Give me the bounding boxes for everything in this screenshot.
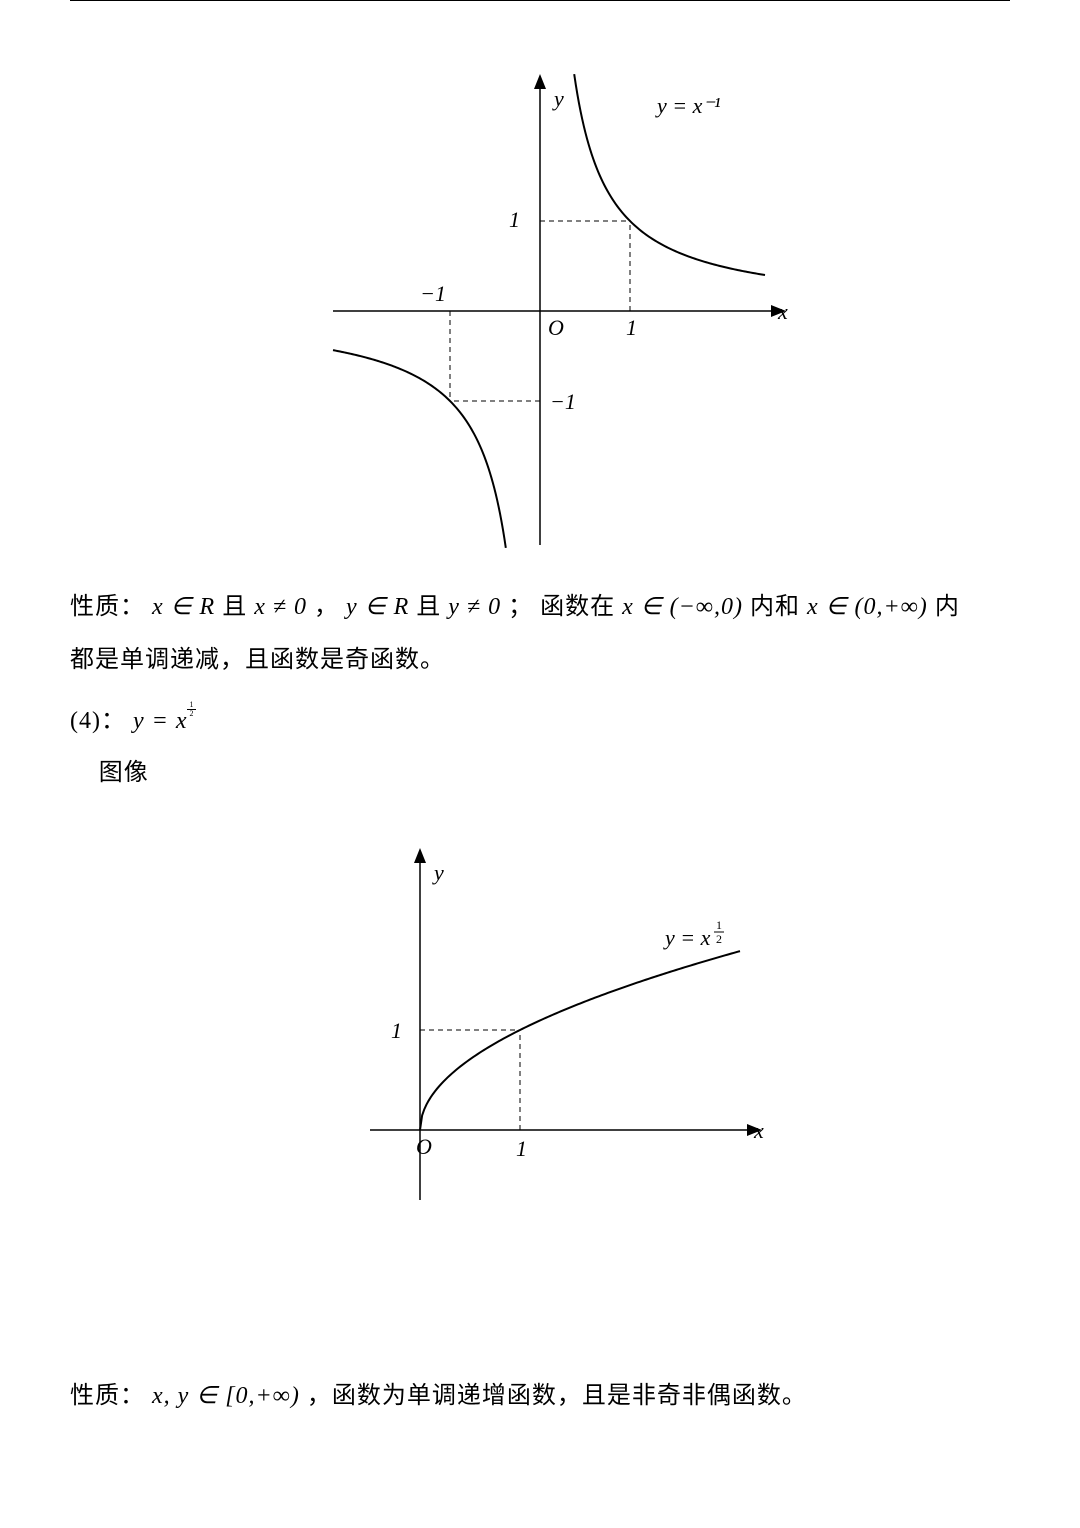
math-int-neg: x ∈ (−∞,0) bbox=[622, 594, 743, 620]
label: 性质： bbox=[70, 594, 145, 620]
math-x-ne-0: x ≠ 0 bbox=[254, 594, 307, 620]
svg-text:1: 1 bbox=[391, 1018, 402, 1043]
txt: 内和 bbox=[750, 594, 800, 620]
svg-text:O: O bbox=[548, 315, 564, 340]
svg-text:−1: −1 bbox=[420, 281, 446, 306]
math-y-in-R: y ∈ R bbox=[346, 594, 409, 620]
svg-text:1: 1 bbox=[509, 207, 520, 232]
txt: ，函数为单调递增函数，且是非奇非偶函数。 bbox=[307, 1383, 807, 1409]
txt: ， bbox=[314, 594, 339, 620]
math-x-in-R: x ∈ R bbox=[152, 594, 215, 620]
gap bbox=[70, 1250, 1010, 1370]
svg-text:x: x bbox=[777, 299, 788, 324]
property1-line2: 都是单调递减，且函数是奇函数。 bbox=[70, 634, 1010, 687]
txt: 且 bbox=[222, 594, 247, 620]
svg-text:O: O bbox=[416, 1134, 432, 1159]
svg-text:x: x bbox=[753, 1118, 764, 1143]
svg-text:y = x⁻¹: y = x⁻¹ bbox=[655, 93, 721, 118]
svg-text:−1: −1 bbox=[550, 389, 576, 414]
txt: 且 bbox=[416, 594, 441, 620]
svg-text:y: y bbox=[432, 860, 444, 885]
image-label: 图像 bbox=[70, 747, 1010, 800]
page: y x O 1 1 −1 −1 y = x⁻¹ 性质： x ∈ R 且 x ≠ 0 ， y ∈… bbox=[0, 0, 1080, 1528]
chart2-container: yxO11y = x12 bbox=[70, 840, 1010, 1220]
txt: 内 bbox=[935, 594, 960, 620]
svg-text:1: 1 bbox=[626, 315, 637, 340]
chart1-container: y x O 1 1 −1 −1 y = x⁻¹ bbox=[70, 31, 1010, 551]
svg-text:1: 1 bbox=[716, 918, 722, 932]
top-rule bbox=[70, 0, 1010, 1]
math-xy-in: x, y ∈ [0,+∞) bbox=[152, 1383, 300, 1409]
exp-half: 12 bbox=[187, 707, 196, 723]
property2: 性质： x, y ∈ [0,+∞) ，函数为单调递增函数，且是非奇非偶函数。 bbox=[70, 1370, 1010, 1423]
math-int-pos: x ∈ (0,+∞) bbox=[807, 594, 928, 620]
svg-text:y = x: y = x bbox=[663, 925, 711, 950]
label: 性质： bbox=[70, 1383, 145, 1409]
txt: ； 函数在 bbox=[508, 594, 615, 620]
property1: 性质： x ∈ R 且 x ≠ 0 ， y ∈ R 且 y ≠ 0 ； 函数在 … bbox=[70, 581, 1010, 634]
chart1-reciprocal: y x O 1 1 −1 −1 y = x⁻¹ bbox=[280, 31, 800, 551]
svg-text:2: 2 bbox=[716, 932, 722, 946]
math-y-ne-0: y ≠ 0 bbox=[448, 594, 501, 620]
svg-text:y: y bbox=[552, 86, 564, 111]
item4: (4)： y = x12 bbox=[70, 695, 1010, 748]
svg-text:1: 1 bbox=[516, 1136, 527, 1161]
chart2-sqrt: yxO11y = x12 bbox=[300, 840, 780, 1220]
math-y-eq-x: y = x bbox=[133, 708, 188, 734]
item4-label: (4)： bbox=[70, 708, 126, 734]
